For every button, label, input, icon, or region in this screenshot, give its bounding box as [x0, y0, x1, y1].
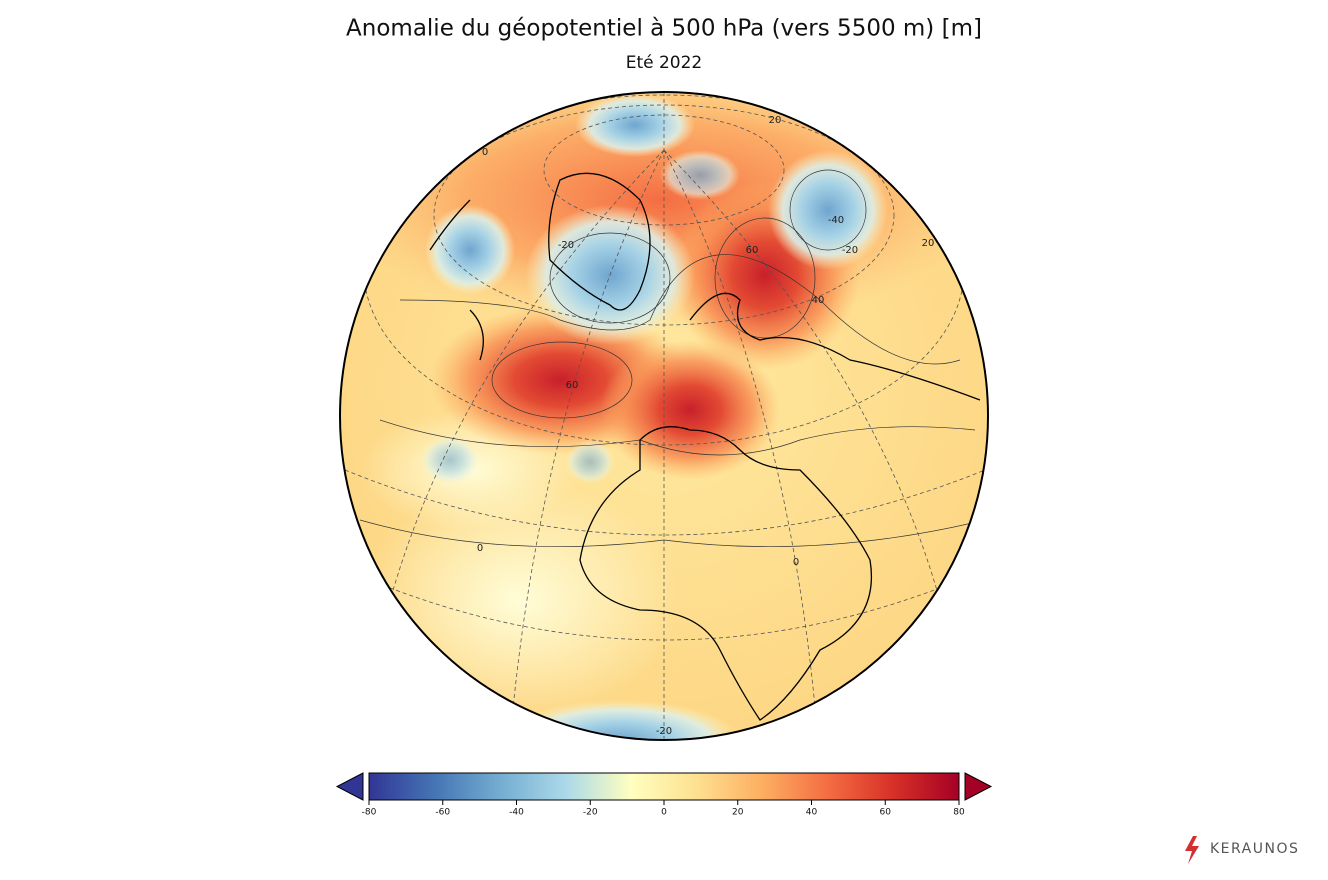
globe-outline [339, 91, 989, 741]
contour-label: 60 [566, 380, 579, 391]
contour-label: 0 [477, 543, 483, 554]
colorbar-tick-label: 80 [953, 808, 965, 818]
contour-label: 60 [746, 245, 759, 256]
colorbar-tick-label: -60 [435, 808, 450, 818]
colorbar-tick-label: -40 [509, 808, 524, 818]
contour-label: 20 [922, 238, 935, 249]
brand-name: KERAUNOS [1210, 841, 1299, 857]
colorbar-tick-label: 20 [732, 808, 744, 818]
title: Anomalie du géopotentiel à 500 hPa (vers… [346, 16, 982, 42]
contour-label: 40 [812, 295, 825, 306]
contour-label: -20 [656, 726, 672, 737]
colorbar-tick-label: 60 [880, 808, 892, 818]
contour-label: 0 [482, 147, 488, 158]
colorbar-low [335, 772, 364, 801]
contour-label: 20 [769, 115, 782, 126]
contour-label: -20 [842, 245, 858, 256]
contour-label: -40 [828, 215, 844, 226]
contour-label: 0 [793, 557, 799, 568]
colorbar-bar [368, 772, 960, 801]
colorbar-tick-label: 0 [661, 808, 667, 818]
colorbar-high [964, 772, 993, 801]
contour-label: -20 [558, 240, 574, 251]
globe [340, 92, 988, 740]
colorbar-tick-label: 40 [806, 808, 818, 818]
colorbar: -80 -60 -40 -20 0 20 40 60 80 [335, 772, 993, 818]
colorbar-tick-label: -20 [583, 808, 598, 818]
subtitle: Eté 2022 [626, 53, 703, 73]
brand: KERAUNOS [1185, 836, 1299, 864]
colorbar-tick-label: -80 [362, 808, 377, 818]
